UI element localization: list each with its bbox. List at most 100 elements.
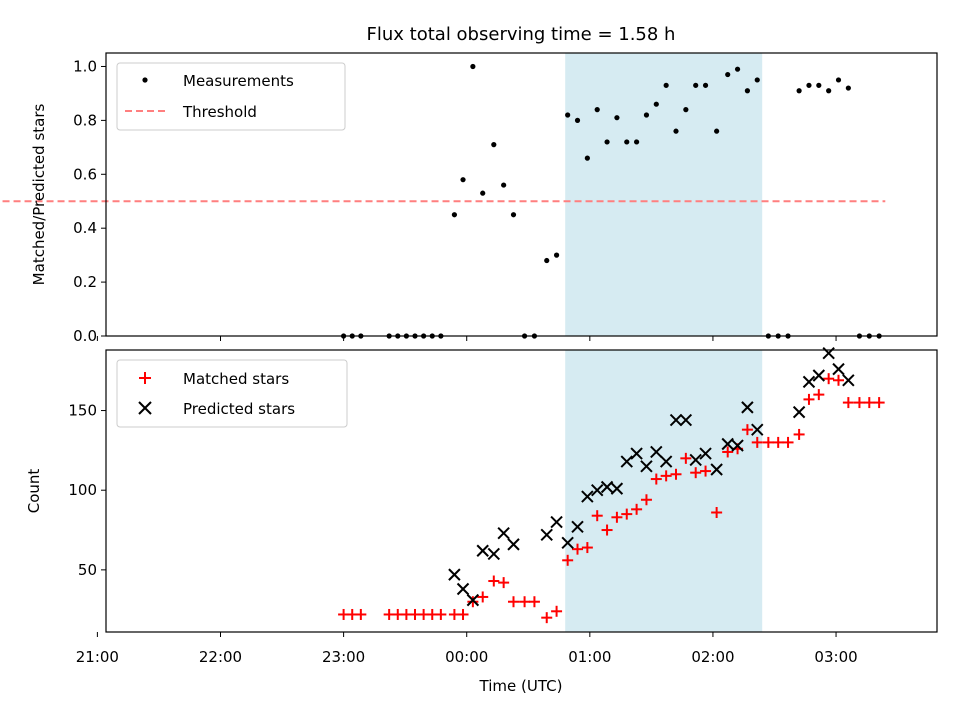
matched-star-point bbox=[631, 503, 643, 515]
top-highlight-band bbox=[565, 53, 763, 336]
legend-matched-label: Matched stars bbox=[183, 370, 289, 388]
measurement-point bbox=[643, 112, 650, 118]
y-tick-label: 0.8 bbox=[73, 111, 97, 129]
top-data-marks bbox=[0, 63, 886, 339]
matched-star-point bbox=[793, 428, 805, 440]
measurement-point bbox=[491, 142, 497, 148]
matched-star-point bbox=[863, 397, 875, 409]
measurement-point bbox=[574, 117, 581, 123]
measurement-point bbox=[663, 82, 669, 88]
predicted-star-point bbox=[487, 547, 501, 561]
measurement-point bbox=[806, 82, 812, 88]
matched-star-point bbox=[711, 507, 723, 519]
x-tick-label: 22:00 bbox=[199, 648, 242, 666]
predicted-star-point bbox=[741, 401, 754, 414]
matched-star-point bbox=[477, 591, 489, 603]
measurement-point bbox=[553, 252, 560, 258]
measurement-point bbox=[604, 139, 610, 145]
predicted-star-point bbox=[476, 544, 489, 557]
matched-star-point bbox=[488, 575, 500, 587]
y-tick-label: 0.6 bbox=[73, 165, 97, 183]
bottom-legend-box bbox=[116, 359, 348, 428]
measurement-point bbox=[510, 212, 517, 218]
measurement-point bbox=[725, 71, 731, 78]
predicted-star-point bbox=[550, 515, 563, 529]
matched-star-point bbox=[813, 389, 825, 401]
x-tick-label: 02:00 bbox=[691, 648, 734, 666]
measurement-point bbox=[693, 82, 699, 88]
matched-star-point bbox=[457, 608, 469, 620]
predicted-star-point bbox=[679, 413, 693, 427]
predicted-star-point bbox=[842, 374, 855, 387]
predicted-star-point bbox=[497, 527, 510, 540]
predicted-star-point bbox=[650, 445, 663, 459]
x-axis-label: Time (UTC) bbox=[479, 677, 563, 695]
legend-matched-marker bbox=[139, 372, 151, 384]
matched-star-point bbox=[621, 508, 633, 520]
matched-star-point bbox=[833, 374, 845, 386]
matched-star-point bbox=[700, 465, 712, 477]
x-tick-label: 00:00 bbox=[445, 648, 488, 666]
matched-star-point bbox=[690, 467, 702, 479]
matched-star-point bbox=[541, 612, 553, 624]
top-panel: 0.0 0.2 0.4 0.6 0.8 1.0 Matched/Predicted sta… bbox=[0, 52, 938, 345]
matched-star-point bbox=[650, 473, 662, 485]
matched-star-point bbox=[823, 373, 835, 385]
predicted-star-point bbox=[640, 460, 653, 473]
legend-predicted-label: Predicted stars bbox=[183, 400, 295, 418]
predicted-star-point bbox=[822, 346, 835, 360]
legend-measurements-label: Measurements bbox=[183, 72, 294, 90]
x-tick-label: 21:00 bbox=[76, 648, 119, 666]
predicted-star-point bbox=[669, 413, 683, 427]
matched-star-point bbox=[640, 494, 652, 506]
matched-star-point bbox=[772, 436, 784, 448]
predicted-star-point bbox=[610, 482, 624, 495]
predicted-star-point bbox=[561, 536, 574, 549]
matched-star-point bbox=[562, 554, 574, 566]
matched-star-point bbox=[507, 596, 519, 608]
bottom-x-ticks: 19:0020:0021:0022:0023:0000:0001:0002:00… bbox=[76, 632, 858, 666]
top-axes-frame bbox=[105, 52, 938, 337]
measurement-point bbox=[754, 77, 760, 83]
matched-star-point bbox=[355, 608, 367, 620]
measurement-point bbox=[634, 139, 640, 145]
measurement-point bbox=[624, 139, 630, 145]
chart-title: Flux total observing time = 1.58 h bbox=[367, 24, 676, 45]
matched-star-point bbox=[680, 452, 692, 464]
measurement-point bbox=[796, 88, 802, 94]
predicted-star-point bbox=[456, 582, 470, 596]
matched-star-point bbox=[467, 596, 479, 608]
measurement-point bbox=[673, 128, 679, 134]
bottom-y-axis-label: Count bbox=[25, 469, 43, 514]
top-y-ticks: 0.0 0.2 0.4 0.6 0.8 1.0 bbox=[73, 57, 106, 345]
measurement-point bbox=[501, 182, 507, 188]
matched-star-point bbox=[670, 468, 682, 480]
matched-star-point bbox=[722, 446, 734, 458]
top-x-ticks bbox=[96, 336, 837, 341]
predicted-star-point bbox=[540, 528, 553, 542]
matched-star-point bbox=[435, 608, 447, 620]
predicted-star-point bbox=[581, 490, 594, 503]
x-tick-label: 23:00 bbox=[322, 648, 365, 666]
predicted-star-point bbox=[721, 437, 734, 451]
predicted-star-point bbox=[448, 568, 461, 581]
measurement-point bbox=[744, 88, 751, 94]
predicted-star-point bbox=[731, 439, 744, 452]
measurement-point bbox=[451, 212, 458, 218]
predicted-star-point bbox=[659, 455, 673, 468]
measurement-point bbox=[845, 85, 851, 91]
predicted-star-point bbox=[591, 483, 604, 497]
measurement-point bbox=[584, 155, 590, 161]
y-tick-label: 100 bbox=[68, 481, 97, 499]
top-y-axis-label: Matched/Predicted stars bbox=[30, 104, 48, 286]
predicted-star-point bbox=[699, 447, 712, 460]
predicted-star-point bbox=[689, 453, 702, 467]
predicted-star-point bbox=[507, 538, 520, 551]
top-legend: Measurements Threshold bbox=[116, 62, 346, 131]
measurement-point bbox=[544, 257, 550, 264]
predicted-star-point bbox=[812, 369, 826, 382]
measurement-point bbox=[565, 112, 571, 118]
matched-star-point bbox=[581, 542, 593, 554]
measurement-point bbox=[460, 177, 466, 183]
